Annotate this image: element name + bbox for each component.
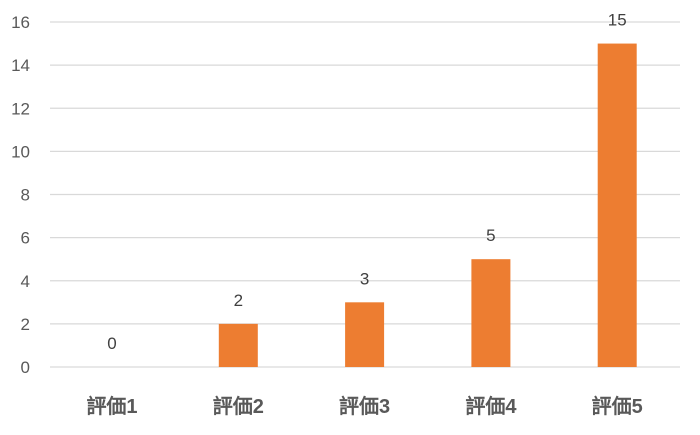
bar bbox=[218, 323, 258, 367]
y-tick-label: 2 bbox=[21, 315, 30, 334]
y-tick-label: 10 bbox=[11, 142, 30, 161]
data-label: 15 bbox=[608, 11, 627, 30]
category-label: 評価2 bbox=[213, 394, 264, 418]
gridlines bbox=[50, 21, 680, 368]
y-tick-label: 8 bbox=[21, 186, 30, 205]
y-tick-label: 0 bbox=[21, 358, 30, 377]
y-tick-label: 6 bbox=[21, 229, 30, 248]
y-tick-label: 14 bbox=[11, 56, 30, 75]
bars bbox=[218, 43, 637, 367]
category-label: 評価4 bbox=[465, 394, 517, 418]
bar bbox=[345, 302, 385, 367]
bar bbox=[471, 259, 511, 367]
data-label: 2 bbox=[234, 291, 243, 310]
category-label: 評価3 bbox=[339, 394, 390, 418]
data-label: 3 bbox=[360, 269, 369, 288]
y-tick-label: 12 bbox=[11, 99, 30, 118]
category-label: 評価1 bbox=[86, 394, 137, 418]
data-label: 5 bbox=[486, 226, 495, 245]
x-axis-categories: 評価1 評価2 評価3 評価4 評価5 bbox=[86, 394, 642, 418]
category-label: 評価5 bbox=[592, 394, 643, 418]
y-axis-ticks: 0 2 4 6 8 10 12 14 16 bbox=[11, 13, 30, 377]
bar bbox=[597, 43, 637, 367]
data-label: 0 bbox=[107, 334, 116, 353]
y-tick-label: 16 bbox=[11, 13, 30, 32]
y-tick-label: 4 bbox=[21, 272, 30, 291]
data-labels: 0 2 3 5 15 bbox=[107, 11, 626, 353]
